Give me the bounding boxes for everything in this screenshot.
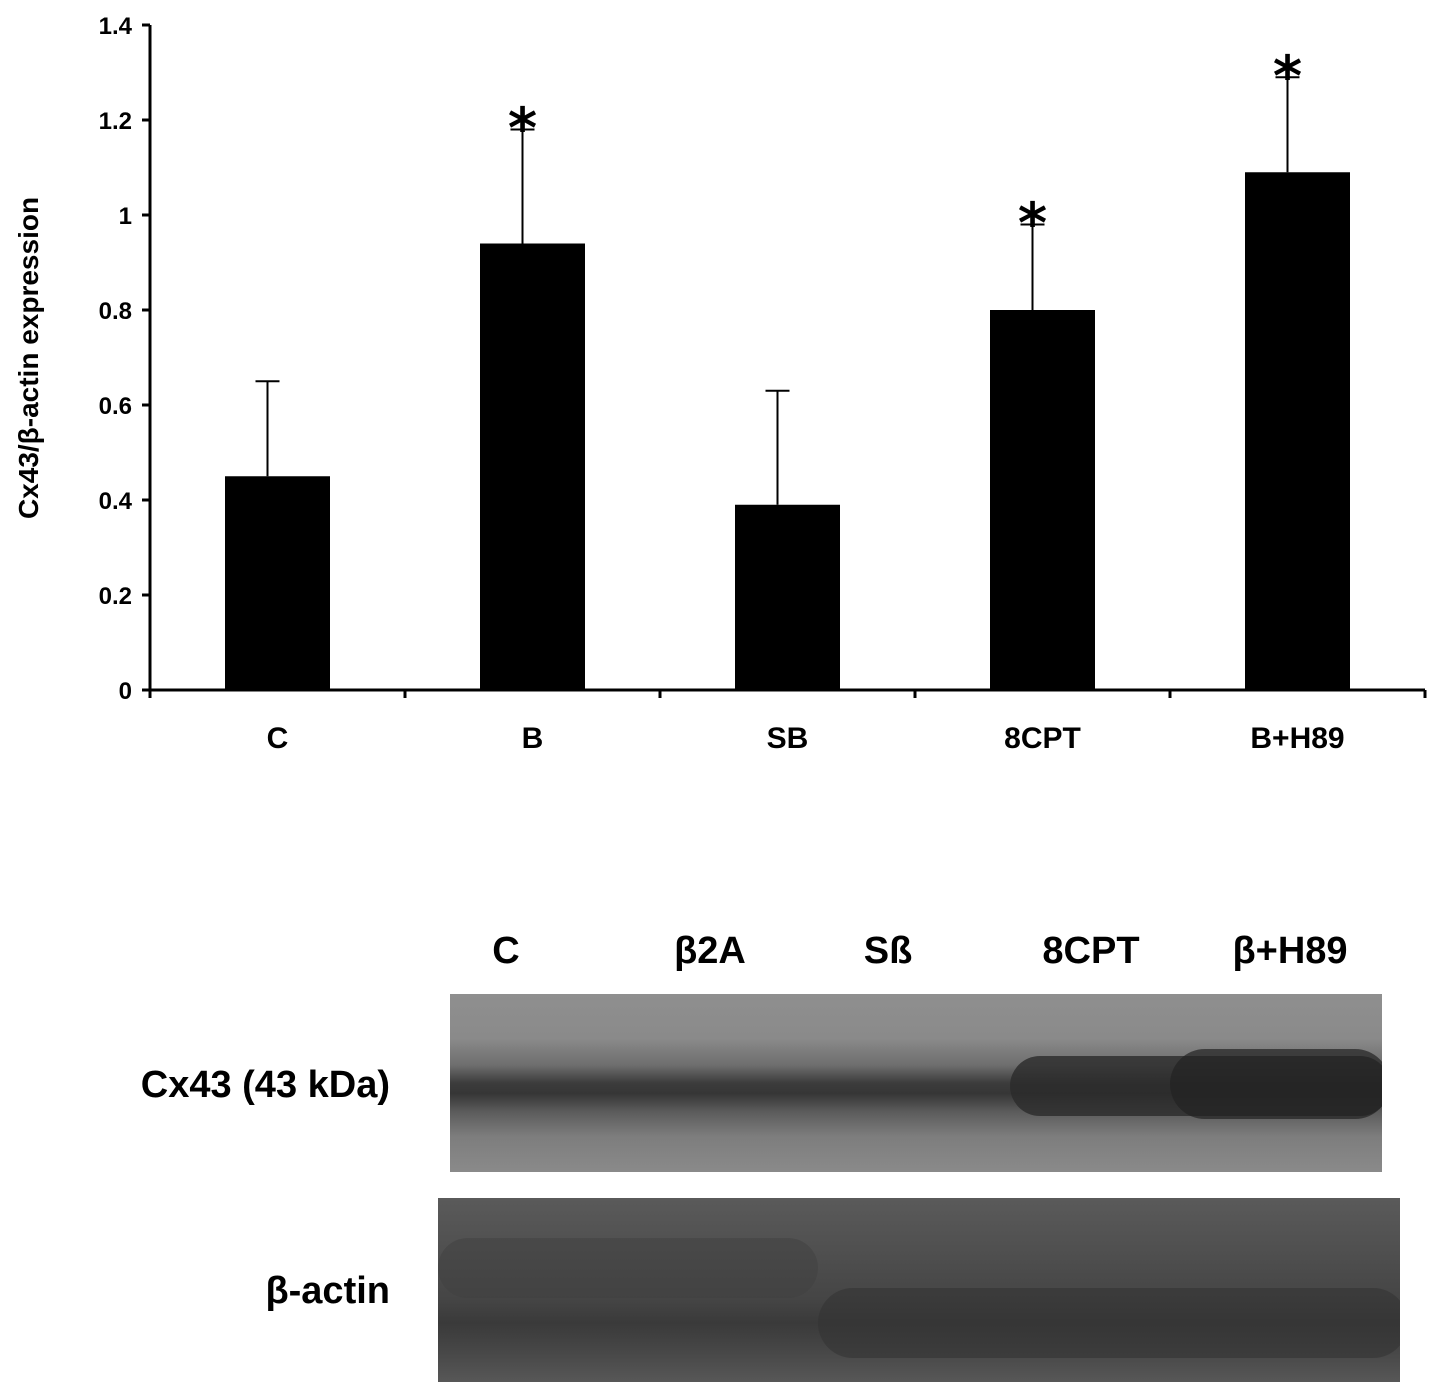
significance-marker: * — [1018, 192, 1047, 257]
bar-chart: 0 0.2 0.4 0.6 0.8 1 1.2 1.4 C B SB 8CPT B+H89 * * * C… — [13, 13, 1427, 755]
lane-label-sb: Sß — [863, 930, 913, 972]
x-axis: C B SB 8CPT B+H89 — [148, 688, 1427, 755]
x-category-label: C — [267, 722, 289, 755]
lane-label-8cpt: 8CPT — [1042, 930, 1140, 972]
x-category-label: SB — [767, 722, 809, 755]
y-tick-label: 0.8 — [99, 298, 132, 325]
bar — [735, 504, 840, 690]
bar — [1245, 172, 1350, 690]
x-category-label: 8CPT — [1004, 722, 1081, 755]
row-label-cx43: Cx43 (43 kDa) — [140, 1064, 390, 1106]
beta-actin-blot-image — [438, 1198, 1400, 1382]
cx43-blot-image — [450, 994, 1382, 1172]
x-category-label: B — [522, 722, 544, 755]
y-tick-label: 0 — [119, 678, 132, 705]
y-tick-label: 0.4 — [99, 488, 133, 515]
y-tick-label: 1.4 — [99, 13, 133, 40]
bar — [480, 243, 585, 690]
y-tick-label: 0.6 — [99, 393, 132, 420]
y-tick-label: 1 — [119, 203, 132, 230]
lane-label-b2a: β2A — [674, 930, 746, 972]
row-label-beta-actin: β-actin — [265, 1270, 390, 1312]
western-blot-panel: C β2A Sß 8CPT β+H89 Cx43 (43 kDa) β-acti… — [0, 900, 1441, 1396]
y-tick-label: 0.2 — [99, 583, 132, 610]
significance-marker: * — [508, 97, 537, 162]
significance-marker: * — [1273, 44, 1302, 109]
bars: * * * — [225, 44, 1350, 690]
bar — [990, 310, 1095, 690]
lane-label-b-h89: β+H89 — [1232, 930, 1348, 972]
y-axis: 0 0.2 0.4 0.6 0.8 1 1.2 1.4 — [99, 13, 152, 705]
lane-label-c: C — [492, 930, 520, 972]
bar — [225, 476, 330, 690]
y-tick-label: 1.2 — [99, 108, 132, 135]
x-category-label: B+H89 — [1250, 722, 1344, 755]
y-axis-title: Cx43/β-actin expression — [13, 197, 44, 519]
